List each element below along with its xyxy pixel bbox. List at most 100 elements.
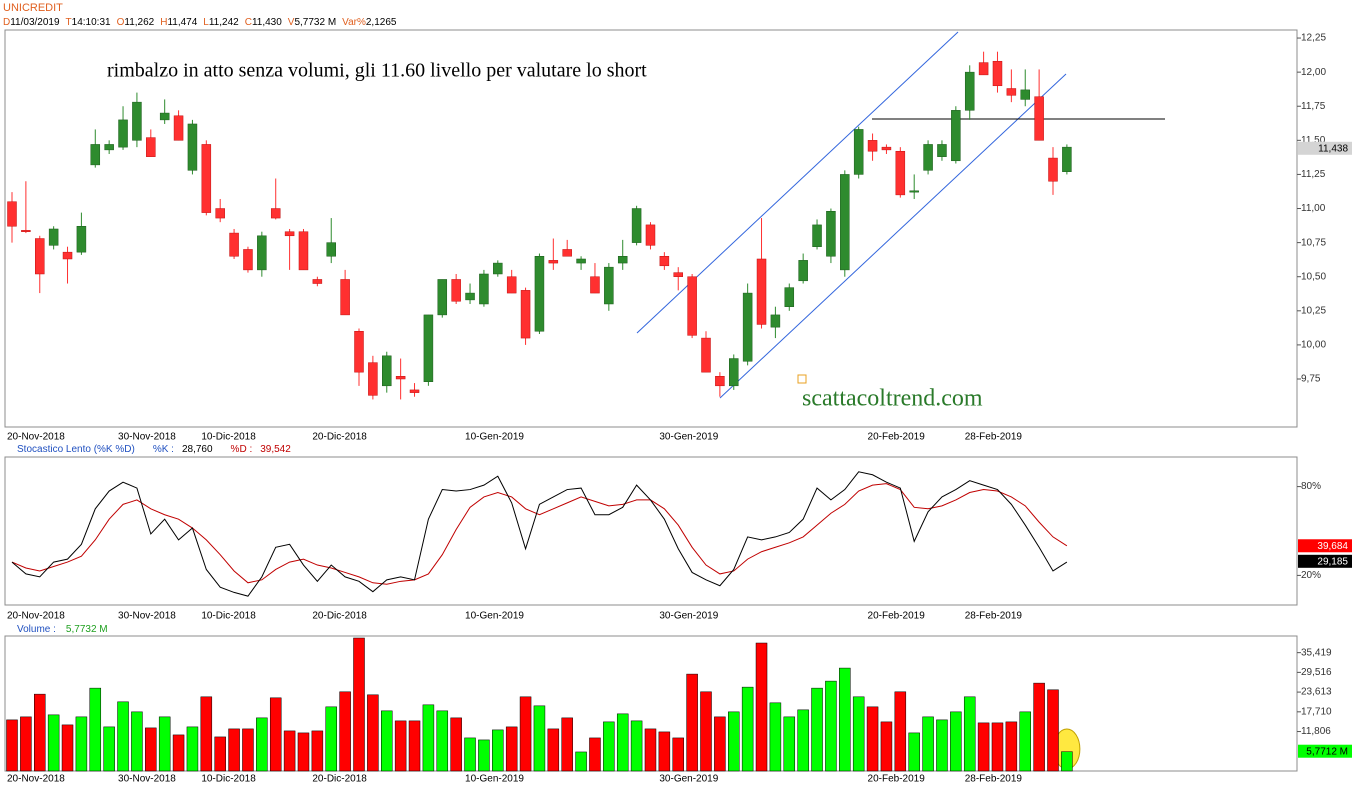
volume-bar [922, 716, 934, 772]
legend-name: %D : [231, 444, 253, 455]
volume-bar [644, 728, 657, 772]
volume-bar [991, 722, 1004, 772]
volume-bar [714, 716, 726, 772]
x-tick-label: 10-Gen-2019 [465, 611, 524, 622]
volume-bar [297, 732, 310, 772]
candle-body [729, 358, 739, 387]
candle-body [451, 279, 461, 302]
volume-bar [1005, 721, 1018, 772]
header-value: 2,1265 [366, 17, 397, 28]
volume-bar [200, 696, 213, 772]
candle-body [7, 201, 17, 227]
watermark: scattacoltrend.com [802, 386, 983, 412]
panel-title: Stocastico Lento (%K %D) %K : 28,760 %D : 39… [17, 444, 291, 455]
channel-lower [719, 73, 1067, 399]
volume-bar [630, 720, 643, 772]
candle-body [590, 276, 600, 294]
header-key: T [66, 17, 72, 28]
header-key: L [203, 17, 209, 28]
candle-body [826, 210, 836, 257]
candle-body [62, 251, 73, 260]
y-tick-label: 10,50 [1301, 271, 1326, 282]
y-tick-label: 11,75 [1301, 101, 1326, 112]
x-tick-label: 10-Gen-2019 [465, 774, 524, 785]
y-tick-label: 11,00 [1301, 203, 1326, 214]
x-tick-label: 28-Feb-2019 [965, 432, 1023, 443]
y-tick-label: 10,75 [1301, 237, 1326, 248]
value-marker [1298, 141, 1352, 155]
header-key: H [160, 17, 167, 28]
y-tick-label: 12,25 [1301, 33, 1326, 44]
candle-body [409, 389, 420, 393]
x-tick-label: 20-Dic-2018 [312, 432, 367, 443]
volume-bar [1019, 711, 1031, 772]
y-tick-label: 29,516 [1301, 667, 1332, 678]
y-tick-label: 35,419 [1301, 647, 1332, 658]
volume-bar [561, 717, 573, 772]
x-tick-label: 28-Feb-2019 [965, 774, 1023, 785]
volume-bar [89, 687, 102, 772]
header-key: Var% [342, 17, 366, 28]
volume-bar [769, 702, 782, 772]
candle-body [159, 112, 170, 121]
candle-body [76, 225, 87, 253]
candle-body [118, 119, 128, 148]
candle-body [673, 272, 683, 277]
candle-body [617, 256, 628, 264]
volume-bar [269, 697, 282, 772]
header-value: 14:10:31 [72, 17, 111, 28]
x-tick-label: 20-Dic-2018 [312, 774, 367, 785]
candle-body [215, 208, 225, 219]
volume-bar [34, 693, 46, 772]
candle-body [770, 314, 781, 328]
volume-bar [6, 719, 18, 772]
y-tick-label: 80% [1301, 481, 1321, 492]
volume-bar [214, 736, 226, 772]
candle-body [132, 101, 142, 141]
panel-title-text: Volume : [17, 624, 56, 635]
header-value: 11,430 [252, 17, 282, 28]
volume-bar [367, 694, 379, 772]
value-marker [1298, 744, 1352, 758]
x-tick-label: 30-Gen-2019 [659, 774, 718, 785]
y-tick-label: 11,25 [1301, 169, 1326, 180]
x-tick-label: 10-Dic-2018 [201, 611, 256, 622]
volume-bar [1047, 689, 1059, 772]
volume-bar [492, 729, 504, 772]
candle-body [992, 60, 1003, 87]
header-key: C [245, 17, 252, 28]
candle-body [298, 231, 309, 271]
header-value: 11,262 [124, 17, 154, 28]
x-tick-label: 10-Dic-2018 [201, 774, 256, 785]
candle-body [881, 146, 892, 151]
candle-body [1006, 88, 1017, 96]
volume-bar [839, 667, 851, 772]
legend-value: 28,760 [182, 444, 213, 455]
x-tick-label: 30-Nov-2018 [118, 611, 176, 622]
y-tick-label: 10,00 [1301, 340, 1326, 351]
volume-bar [728, 711, 740, 772]
volume-bar [603, 721, 615, 772]
volume-bar [1061, 751, 1073, 772]
value-marker-label: 5,7712 M [1306, 746, 1348, 757]
volume-bar [825, 680, 837, 772]
x-tick-label: 30-Nov-2018 [118, 432, 176, 443]
header-value: 11/03/2019 [10, 17, 60, 28]
x-tick-label: 10-Gen-2019 [465, 432, 524, 443]
volume-bar [408, 720, 421, 772]
header-key: V [288, 17, 295, 28]
candle-body [576, 258, 586, 264]
marker-square [797, 374, 807, 384]
volume-bar [172, 734, 185, 772]
volume-bar [589, 737, 601, 772]
volume-bar [158, 716, 171, 772]
candle-body [201, 144, 212, 213]
candle-body [90, 144, 101, 166]
volume-bar [963, 696, 976, 772]
candle-body [756, 258, 767, 325]
candle-body [964, 71, 975, 111]
volume-bar [283, 730, 296, 772]
volume-bar [478, 739, 490, 772]
candle-body [326, 242, 336, 257]
volume-bar [131, 711, 143, 772]
